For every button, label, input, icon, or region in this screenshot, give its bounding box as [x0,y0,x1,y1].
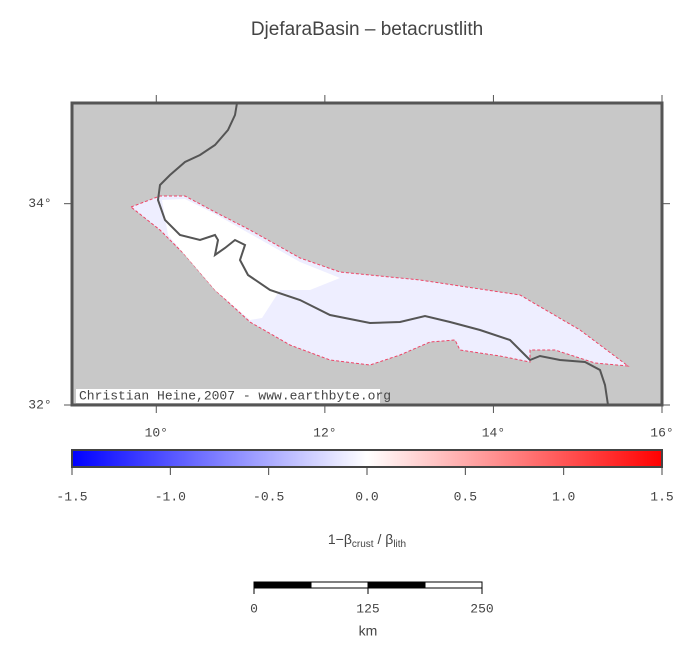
x-tick-label: 14° [482,425,505,440]
y-tick-label: 32° [28,397,51,412]
colorbar-tick-label: -1.0 [155,489,186,504]
scalebar-unit: km [359,623,378,639]
x-tick-label: 16° [650,425,673,440]
colorbar-tick-label: 0.0 [355,489,378,504]
x-tick-label: 10° [145,425,168,440]
scalebar-segment [424,581,483,589]
colorbar [71,449,663,468]
y-tick-label: 34° [28,196,51,211]
title: DjefaraBasin – betacrustlith [251,19,483,40]
x-tick-label: 12° [313,425,336,440]
colorbar-label: 1−βcrust / βlith [328,531,406,550]
basin-core [162,199,340,320]
map-frame [70,101,664,407]
colorbar-tick-label: 0.5 [454,489,477,504]
scalebar-segment [253,581,312,589]
colorbar-tick-label: 1.5 [650,489,673,504]
scalebar-tick-label: 250 [470,601,493,616]
credit-box [76,389,380,403]
scalebar-tick-label: 0 [250,601,258,616]
scalebar-segment [310,581,369,589]
colorbar-tick-label: -0.5 [253,489,284,504]
credit: Christian Heine,2007 - www.earthbyte.org [79,388,391,403]
coastline [156,102,609,406]
colorbar-tick-label: -1.5 [56,489,87,504]
colorbar-tick-label: 1.0 [552,489,575,504]
scalebar-tick-label: 125 [356,601,379,616]
scalebar-segment [367,581,426,589]
